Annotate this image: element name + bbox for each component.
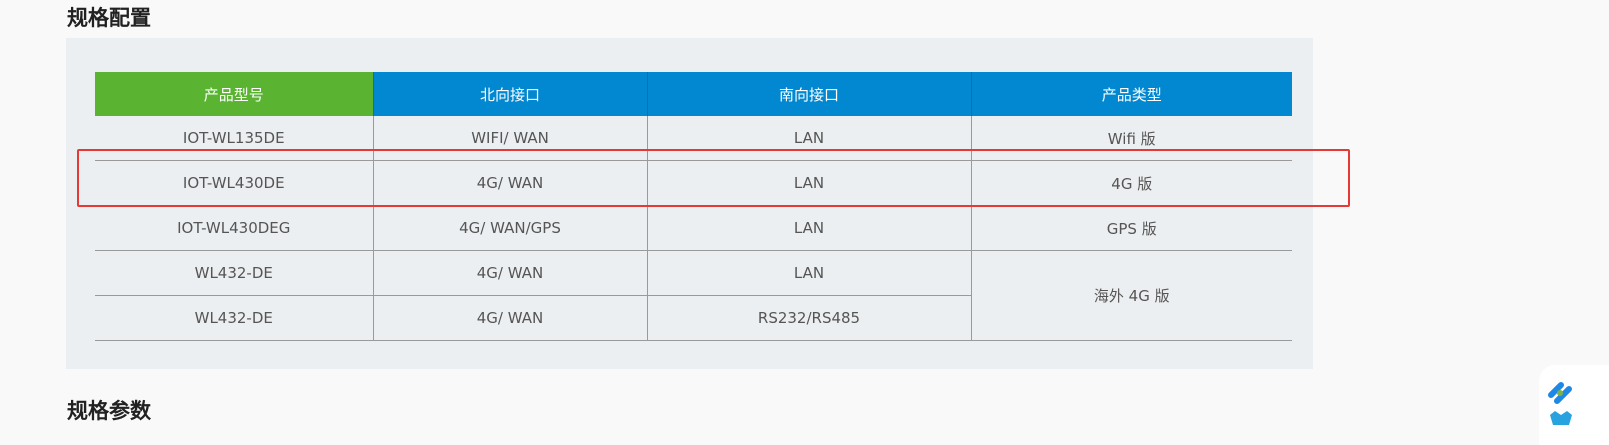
cell-model: WL432-DE bbox=[95, 295, 374, 341]
table-row: IOT-WL430DEG 4G/ WAN/GPS LAN GPS 版 bbox=[95, 205, 1292, 251]
cell-southbound: LAN bbox=[647, 160, 972, 206]
table-header-row: 产品型号 北向接口 南向接口 产品类型 bbox=[95, 72, 1292, 116]
section-title-config: 规格配置 bbox=[67, 6, 151, 30]
cell-model: WL432-DE bbox=[95, 250, 374, 296]
cell-southbound: LAN bbox=[647, 250, 972, 296]
table-row: WL432-DE 4G/ WAN RS232/RS485 bbox=[95, 295, 1292, 341]
spec-config-panel: 产品型号 北向接口 南向接口 产品类型 IOT-WL135DE WIFI/ WA… bbox=[66, 38, 1313, 369]
cell-northbound: 4G/ WAN bbox=[373, 160, 648, 206]
cell-northbound: 4G/ WAN bbox=[373, 295, 648, 341]
cell-type: Wifi 版 bbox=[971, 116, 1292, 161]
header-southbound: 南向接口 bbox=[647, 72, 972, 116]
floating-service-widget[interactable] bbox=[1539, 365, 1609, 445]
cell-northbound: WIFI/ WAN bbox=[373, 116, 648, 161]
cell-southbound: LAN bbox=[647, 205, 972, 251]
cell-model: IOT-WL430DE bbox=[95, 160, 374, 206]
cell-type: GPS 版 bbox=[971, 205, 1292, 251]
table-row: WL432-DE 4G/ WAN LAN 海外 4G 版 bbox=[95, 250, 1292, 341]
table-row: IOT-WL430DE 4G/ WAN LAN 4G 版 bbox=[95, 160, 1292, 206]
header-northbound: 北向接口 bbox=[373, 72, 648, 116]
section-title-params: 规格参数 bbox=[67, 399, 151, 423]
cell-northbound: 4G/ WAN bbox=[373, 250, 648, 296]
cell-southbound: RS232/RS485 bbox=[647, 295, 972, 341]
cell-type: 海外 4G 版 bbox=[971, 250, 1292, 341]
cell-type: 4G 版 bbox=[971, 160, 1292, 206]
spec-config-table: 产品型号 北向接口 南向接口 产品类型 IOT-WL135DE WIFI/ WA… bbox=[95, 72, 1292, 341]
cell-model: IOT-WL430DEG bbox=[95, 205, 374, 251]
header-type: 产品类型 bbox=[971, 72, 1292, 116]
table-row: IOT-WL135DE WIFI/ WAN LAN Wifi 版 bbox=[95, 116, 1292, 161]
cell-model: IOT-WL135DE bbox=[95, 116, 374, 161]
header-model: 产品型号 bbox=[95, 72, 374, 116]
highlight-box bbox=[77, 149, 1350, 207]
logo-icon bbox=[1548, 382, 1572, 425]
cell-southbound: LAN bbox=[647, 116, 972, 161]
cell-northbound: 4G/ WAN/GPS bbox=[373, 205, 648, 251]
